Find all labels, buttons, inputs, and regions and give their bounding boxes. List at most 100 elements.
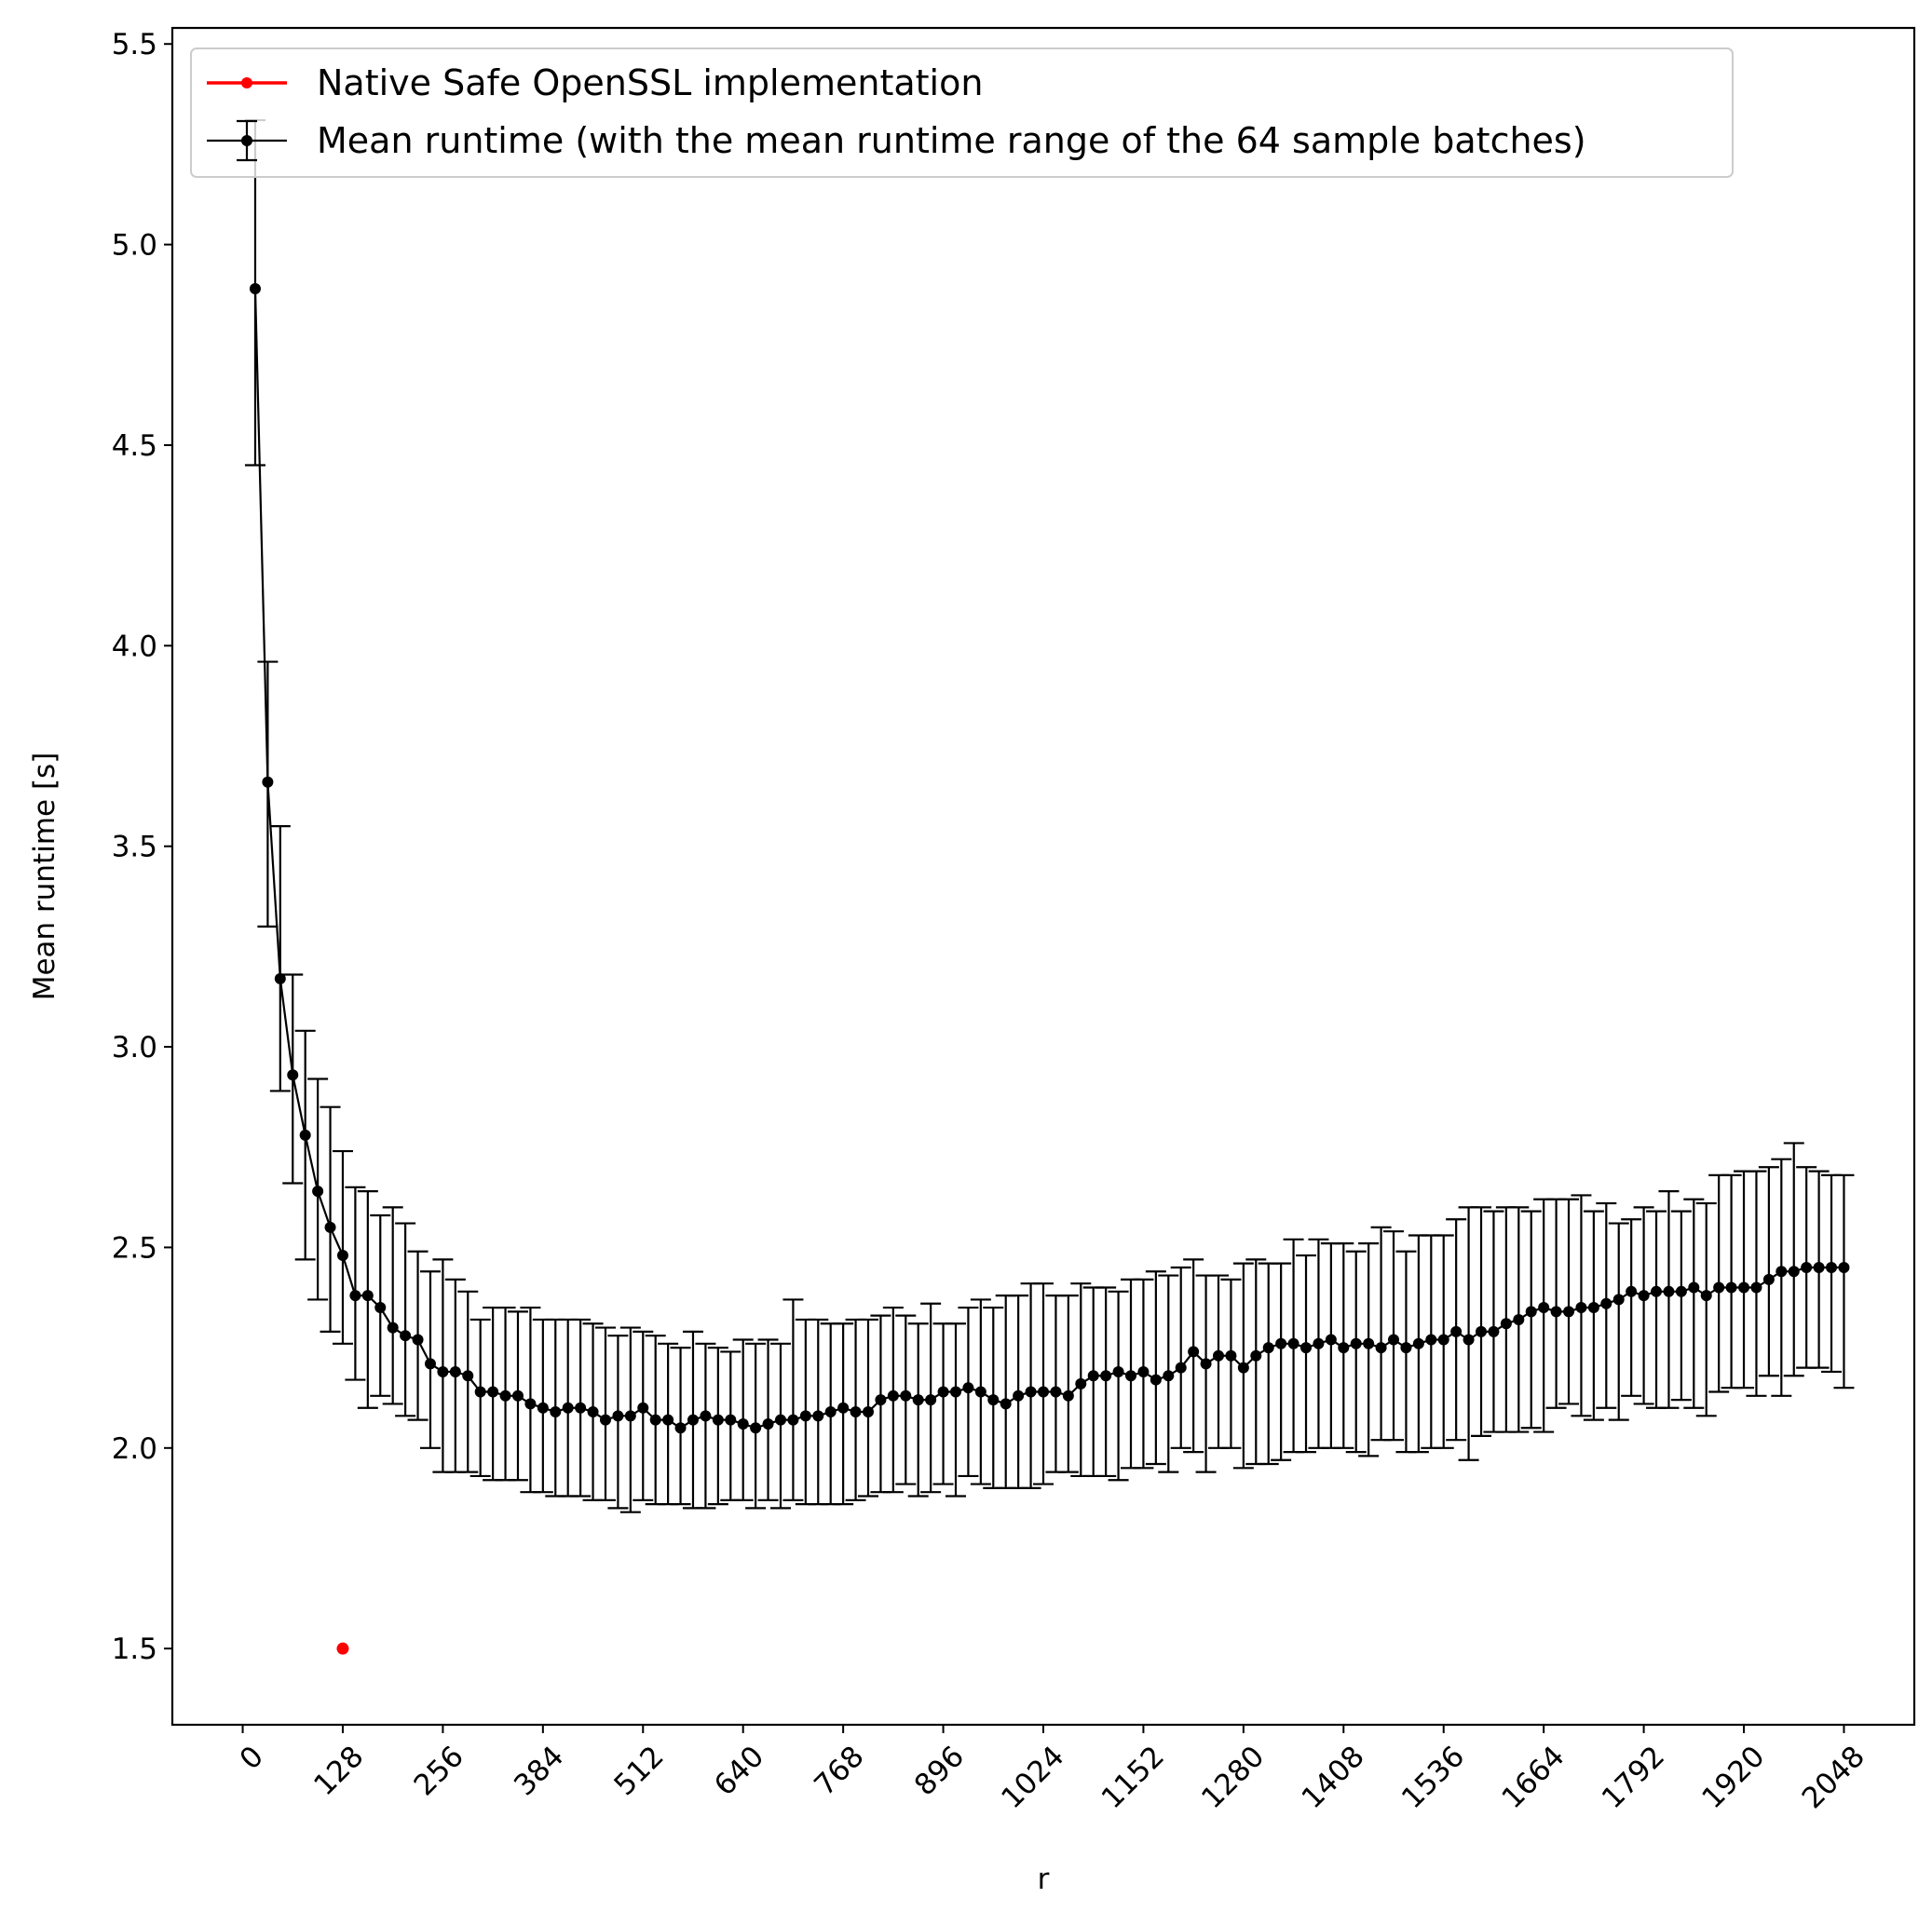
data-point-mean-runtime — [487, 1386, 499, 1398]
data-point-mean-runtime — [1163, 1370, 1175, 1382]
y-tick-label: 5.5 — [112, 28, 157, 61]
data-point-mean-runtime — [387, 1322, 399, 1334]
data-point-mean-runtime — [412, 1334, 424, 1346]
data-point-mean-runtime — [612, 1410, 624, 1422]
data-point-mean-runtime — [1476, 1325, 1488, 1337]
data-point-mean-runtime — [1137, 1365, 1150, 1377]
legend-marker-native — [241, 77, 252, 88]
data-point-mean-runtime — [1826, 1261, 1838, 1273]
data-point-mean-runtime — [1675, 1285, 1687, 1297]
data-point-mean-runtime — [1587, 1302, 1599, 1314]
data-point-mean-runtime — [1038, 1386, 1049, 1398]
data-point-mean-runtime — [1838, 1261, 1850, 1273]
data-point-mean-runtime — [1538, 1302, 1550, 1314]
data-point-mean-runtime — [762, 1417, 774, 1430]
data-point-mean-runtime — [462, 1370, 474, 1382]
x-axis-label: r — [1038, 1863, 1050, 1896]
data-point-mean-runtime — [587, 1406, 599, 1418]
data-point-mean-runtime — [1313, 1337, 1325, 1349]
data-point-mean-runtime — [824, 1406, 837, 1418]
data-point-mean-runtime — [1388, 1334, 1400, 1346]
data-point-mean-runtime — [1225, 1349, 1237, 1362]
data-point-mean-runtime — [1062, 1390, 1074, 1402]
data-point-mean-runtime — [1213, 1349, 1225, 1362]
data-point-mean-runtime — [662, 1414, 674, 1426]
data-point-mean-runtime — [599, 1414, 611, 1426]
legend-box — [190, 47, 1734, 178]
data-point-mean-runtime — [1100, 1370, 1112, 1382]
data-point-mean-runtime — [1663, 1285, 1675, 1297]
data-point-mean-runtime — [862, 1406, 874, 1418]
data-point-mean-runtime — [1200, 1358, 1212, 1370]
data-point-mean-runtime — [449, 1365, 461, 1377]
legend: Native Safe OpenSSL implementation Mean … — [190, 47, 1734, 178]
data-point-mean-runtime — [1112, 1365, 1124, 1377]
axes-frame — [170, 26, 1916, 1727]
data-point-mean-runtime — [1237, 1362, 1249, 1374]
plot-area — [244, 118, 1855, 1655]
data-point-mean-runtime — [687, 1414, 699, 1426]
y-tick-label: 2.5 — [112, 1231, 157, 1265]
data-point-mean-runtime — [1087, 1370, 1099, 1382]
data-point-mean-runtime — [400, 1330, 412, 1342]
data-point-mean-runtime — [1363, 1337, 1375, 1349]
data-point-mean-runtime — [1325, 1334, 1337, 1346]
data-point-mean-runtime — [700, 1410, 712, 1422]
data-point-mean-runtime — [562, 1402, 574, 1414]
data-point-mean-runtime — [812, 1410, 824, 1422]
y-axis: 1.5 2.0 2.5 3.0 3.5 4.0 4.5 5.0 5.5 — [112, 28, 172, 1666]
data-point-mean-runtime — [499, 1390, 511, 1402]
data-point-mean-runtime — [974, 1386, 986, 1398]
data-point-mean-runtime — [299, 1129, 311, 1141]
data-point-mean-runtime — [1300, 1342, 1313, 1354]
data-point-mean-runtime — [674, 1422, 687, 1434]
data-point-mean-runtime — [1700, 1290, 1712, 1302]
legend-marker-mean-runtime — [241, 135, 252, 146]
data-point-mean-runtime — [649, 1414, 661, 1426]
y-tick-label: 3.0 — [112, 1031, 157, 1064]
data-point-mean-runtime — [912, 1394, 924, 1406]
data-point-mean-runtime — [1000, 1398, 1012, 1410]
data-point-mean-runtime — [575, 1402, 587, 1414]
data-point-mean-runtime — [850, 1406, 862, 1418]
data-point-mean-runtime — [1287, 1337, 1299, 1349]
data-point-mean-runtime — [1813, 1261, 1825, 1273]
data-point-mean-runtime — [537, 1402, 549, 1414]
data-point-mean-runtime — [1375, 1342, 1387, 1354]
data-point-mean-runtime — [1801, 1261, 1813, 1273]
data-point-mean-runtime — [637, 1402, 649, 1414]
data-point-mean-runtime — [1463, 1334, 1475, 1346]
data-point-mean-runtime — [937, 1386, 949, 1398]
data-point-mean-runtime — [1400, 1342, 1412, 1354]
data-point-mean-runtime — [1500, 1318, 1512, 1330]
data-point-mean-runtime — [349, 1290, 361, 1302]
data-point-mean-runtime — [336, 1250, 348, 1262]
data-point-mean-runtime — [1525, 1306, 1537, 1318]
legend-label-mean-runtime: Mean runtime (with the mean runtime rang… — [317, 120, 1586, 161]
data-point-mean-runtime — [1600, 1297, 1612, 1309]
data-point-mean-runtime — [737, 1417, 749, 1430]
data-point-mean-runtime — [837, 1402, 850, 1414]
data-point-mean-runtime — [1488, 1325, 1500, 1337]
data-point-mean-runtime — [1776, 1266, 1788, 1278]
data-point-mean-runtime — [524, 1398, 537, 1410]
data-point-mean-runtime — [987, 1394, 1000, 1406]
data-point-mean-runtime — [1651, 1285, 1663, 1297]
data-point-mean-runtime — [1275, 1337, 1287, 1349]
data-point-mean-runtime — [511, 1390, 524, 1402]
data-point-mean-runtime — [1437, 1334, 1449, 1346]
data-point-mean-runtime — [949, 1386, 961, 1398]
data-point-mean-runtime — [1262, 1342, 1274, 1354]
data-point-mean-runtime — [887, 1390, 899, 1402]
data-point-mean-runtime — [474, 1386, 486, 1398]
data-point-mean-runtime — [1575, 1302, 1587, 1314]
data-point-mean-runtime — [750, 1422, 762, 1434]
data-point-mean-runtime — [361, 1290, 374, 1302]
data-point-mean-runtime — [274, 972, 286, 984]
data-point-mean-runtime — [1125, 1370, 1137, 1382]
data-point-mean-runtime — [1150, 1374, 1162, 1386]
y-axis-label: Mean runtime [s] — [28, 752, 61, 1001]
data-point-mean-runtime — [1750, 1281, 1762, 1294]
data-point-mean-runtime — [437, 1365, 449, 1377]
legend-entry-native: Native Safe OpenSSL implementation — [207, 62, 983, 103]
